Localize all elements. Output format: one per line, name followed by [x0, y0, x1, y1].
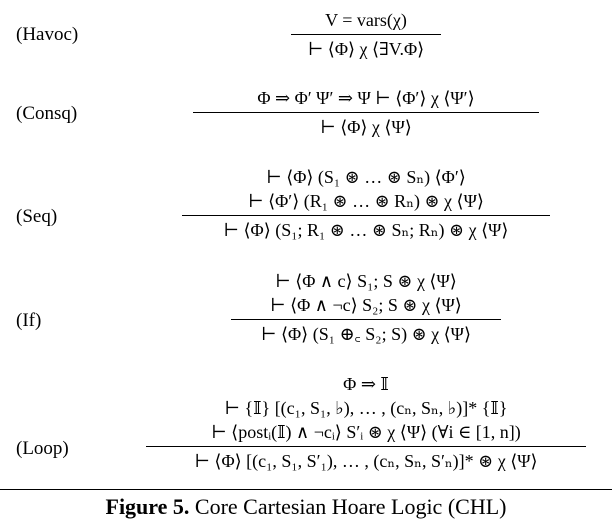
- rule-name: (Havoc): [16, 24, 79, 45]
- inference-fraction: V = vars(χ) ⊢ ⟨Φ⟩ χ ⟨∃V.Φ⟩: [291, 8, 441, 61]
- figure-caption: Figure 5. Core Cartesian Hoare Logic (CH…: [0, 494, 612, 520]
- inference-bar: [146, 446, 586, 447]
- premise: Φ ⇒ Φ′ Ψ′ ⇒ Ψ ⊢ ⟨Φ′⟩ χ ⟨Ψ′⟩: [257, 88, 475, 108]
- inference-bar: [291, 34, 441, 35]
- rule-name: (Seq): [16, 206, 58, 227]
- conclusion: ⊢ ⟨Φ⟩ (S₁; R₁ ⊛ … ⊛ Sₙ; Rₙ) ⊛ χ ⟨Ψ⟩: [223, 220, 509, 240]
- premise: ⊢ ⟨Φ ∧ ¬c⟩ S₂; S ⊛ χ ⟨Ψ⟩: [270, 295, 462, 315]
- inference-bar: [231, 319, 501, 320]
- premise: ⊢ ⟨postᵢ(𝕀) ∧ ¬cᵢ⟩ S′ᵢ ⊛ χ ⟨Ψ⟩ (∀i ∈ [1,…: [211, 422, 521, 442]
- inference-fraction: Φ ⇒ Φ′ Ψ′ ⇒ Ψ ⊢ ⟨Φ′⟩ χ ⟨Ψ′⟩ ⊢ ⟨Φ⟩ χ ⟨Ψ⟩: [193, 86, 539, 139]
- inference-fraction: Φ ⇒ 𝕀 ⊢ {𝕀} [(c₁, S₁, ♭), … , (cₙ, Sₙ, ♭…: [146, 372, 586, 473]
- conclusion: ⊢ ⟨Φ⟩ [(c₁, S₁, S′₁), … , (cₙ, Sₙ, S′ₙ)]…: [194, 451, 538, 471]
- caption-divider: [0, 489, 612, 490]
- conclusion: ⊢ ⟨Φ⟩ χ ⟨∃V.Φ⟩: [307, 39, 425, 59]
- caption-label: Figure 5.: [105, 494, 190, 519]
- premise: ⊢ ⟨Φ ∧ c⟩ S₁; S ⊛ χ ⟨Ψ⟩: [275, 271, 457, 291]
- conclusion: ⊢ ⟨Φ⟩ (S₁ ⊕꜀ S₂; S) ⊛ χ ⟨Ψ⟩: [261, 324, 471, 344]
- inference-bar: [193, 112, 539, 113]
- rule-name: (If): [16, 310, 42, 331]
- rule-name: (Loop): [16, 438, 69, 459]
- inference-bar: [182, 215, 550, 216]
- premise: V = vars(χ): [325, 10, 407, 30]
- inference-fraction: ⊢ ⟨Φ⟩ (S₁ ⊛ … ⊛ Sₙ) ⟨Φ′⟩ ⊢ ⟨Φ′⟩ (R₁ ⊛ … …: [182, 165, 550, 242]
- rule-name: (Consq): [16, 103, 78, 124]
- premise: ⊢ {𝕀} [(c₁, S₁, ♭), … , (cₙ, Sₙ, ♭)]* {𝕀…: [224, 398, 508, 418]
- premise: ⊢ ⟨Φ⟩ (S₁ ⊛ … ⊛ Sₙ) ⟨Φ′⟩: [266, 167, 466, 187]
- conclusion: ⊢ ⟨Φ⟩ χ ⟨Ψ⟩: [320, 117, 412, 137]
- inference-fraction: ⊢ ⟨Φ ∧ c⟩ S₁; S ⊛ χ ⟨Ψ⟩ ⊢ ⟨Φ ∧ ¬c⟩ S₂; S…: [231, 269, 501, 346]
- premise: Φ ⇒ 𝕀: [343, 374, 389, 394]
- premise: ⊢ ⟨Φ′⟩ (R₁ ⊛ … ⊛ Rₙ) ⊛ χ ⟨Ψ⟩: [248, 191, 484, 211]
- caption-text: Core Cartesian Hoare Logic (CHL): [194, 494, 507, 519]
